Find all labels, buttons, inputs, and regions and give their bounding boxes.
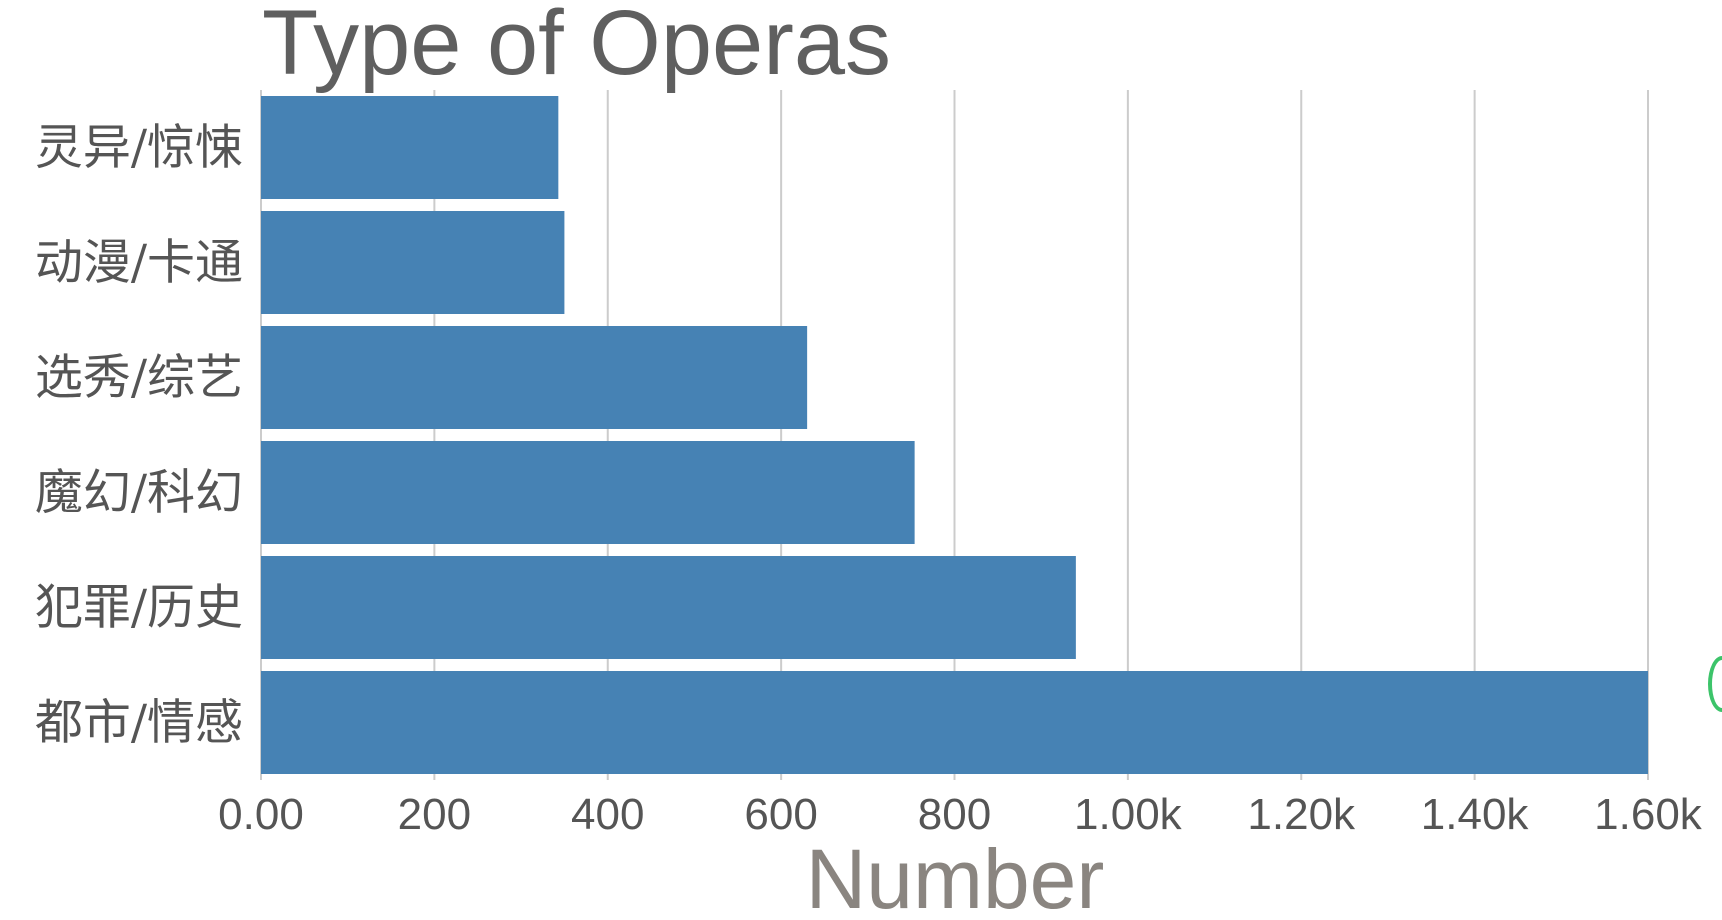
category-label: 都市/情感 xyxy=(35,695,243,751)
category-label: 灵异/惊悚 xyxy=(35,120,243,176)
x-tick-label: 1.00k xyxy=(1074,790,1183,839)
x-tick-label: 1.40k xyxy=(1421,790,1530,839)
x-tick-label: 800 xyxy=(918,790,991,839)
x-tick-label: 400 xyxy=(571,790,644,839)
category-label: 选秀/综艺 xyxy=(35,350,243,406)
x-axis-title: Number xyxy=(806,832,1105,920)
bar xyxy=(261,96,559,199)
category-label: 犯罪/历史 xyxy=(35,580,243,636)
bars xyxy=(261,96,1648,774)
x-tick-label: 200 xyxy=(398,790,471,839)
bar xyxy=(261,441,915,544)
grid-lines xyxy=(260,90,1649,780)
chart-title: Type of Operas xyxy=(262,0,891,94)
x-tick-label: 1.20k xyxy=(1247,790,1356,839)
bar xyxy=(261,671,1648,774)
bar xyxy=(261,556,1076,659)
x-tick-label: 600 xyxy=(744,790,817,839)
x-tick-label: 1.60k xyxy=(1594,790,1703,839)
category-label: 动漫/卡通 xyxy=(35,235,243,291)
bar xyxy=(261,326,808,429)
x-tick-label: 0.00 xyxy=(218,790,304,839)
bar xyxy=(261,211,565,314)
x-tick-labels: 0.00 200 400 600 800 1.00k 1.20k 1.40k 1.60k xyxy=(218,790,1703,839)
category-label: 魔幻/科幻 xyxy=(35,465,243,521)
